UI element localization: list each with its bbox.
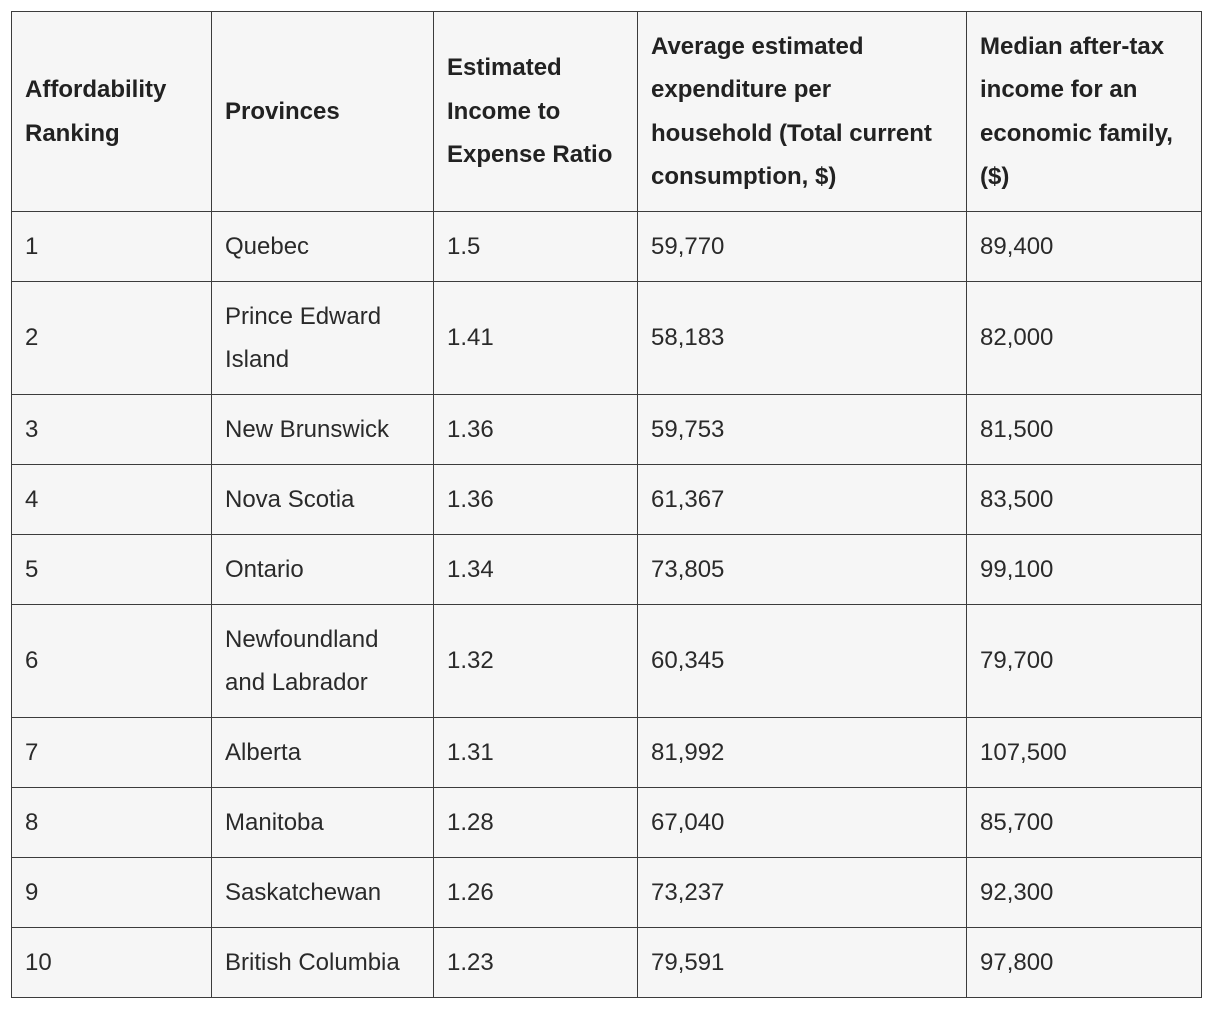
cell-expenditure: 61,367 (637, 464, 967, 535)
cell-province: Ontario (211, 534, 434, 605)
cell-ratio: 1.26 (433, 857, 638, 928)
cell-ratio: 1.23 (433, 927, 638, 998)
cell-province: Saskatchewan (211, 857, 434, 928)
cell-province: New Brunswick (211, 394, 434, 465)
cell-ranking: 7 (11, 717, 212, 788)
cell-expenditure: 81,992 (637, 717, 967, 788)
table-row: 8 Manitoba 1.28 67,040 85,700 (11, 787, 1202, 858)
cell-income: 97,800 (966, 927, 1202, 998)
affordability-table-container: Affordability Ranking Provinces Estimate… (11, 11, 1202, 998)
cell-income: 89,400 (966, 211, 1202, 282)
cell-ratio: 1.34 (433, 534, 638, 605)
cell-ratio: 1.31 (433, 717, 638, 788)
cell-expenditure: 73,237 (637, 857, 967, 928)
cell-ratio: 1.32 (433, 604, 638, 718)
header-affordability-ranking: Affordability Ranking (11, 11, 212, 212)
cell-ranking: 1 (11, 211, 212, 282)
cell-province: Newfoundland and Labrador (211, 604, 434, 718)
cell-ranking: 9 (11, 857, 212, 928)
table-row: 5 Ontario 1.34 73,805 99,100 (11, 534, 1202, 605)
cell-ratio: 1.41 (433, 281, 638, 395)
cell-ranking: 3 (11, 394, 212, 465)
cell-expenditure: 59,770 (637, 211, 967, 282)
header-row: Affordability Ranking Provinces Estimate… (11, 11, 1202, 212)
table-row: 10 British Columbia 1.23 79,591 97,800 (11, 927, 1202, 998)
cell-ratio: 1.5 (433, 211, 638, 282)
cell-income: 82,000 (966, 281, 1202, 395)
header-income-expense-ratio: Estimated Income to Expense Ratio (433, 11, 638, 212)
cell-ranking: 4 (11, 464, 212, 535)
cell-ratio: 1.28 (433, 787, 638, 858)
table-row: 4 Nova Scotia 1.36 61,367 83,500 (11, 464, 1202, 535)
cell-expenditure: 79,591 (637, 927, 967, 998)
header-provinces: Provinces (211, 11, 434, 212)
cell-income: 79,700 (966, 604, 1202, 718)
cell-expenditure: 67,040 (637, 787, 967, 858)
cell-expenditure: 60,345 (637, 604, 967, 718)
table-row: 7 Alberta 1.31 81,992 107,500 (11, 717, 1202, 788)
table-header: Affordability Ranking Provinces Estimate… (11, 11, 1202, 212)
cell-ranking: 8 (11, 787, 212, 858)
cell-income: 99,100 (966, 534, 1202, 605)
cell-ranking: 2 (11, 281, 212, 395)
affordability-table: Affordability Ranking Provinces Estimate… (11, 11, 1202, 998)
cell-expenditure: 58,183 (637, 281, 967, 395)
table-row: 1 Quebec 1.5 59,770 89,400 (11, 211, 1202, 282)
table-row: 6 Newfoundland and Labrador 1.32 60,345 … (11, 604, 1202, 718)
cell-province: Nova Scotia (211, 464, 434, 535)
cell-income: 107,500 (966, 717, 1202, 788)
cell-income: 81,500 (966, 394, 1202, 465)
table-row: 2 Prince Edward Island 1.41 58,183 82,00… (11, 281, 1202, 395)
header-average-expenditure: Average estimated expenditure per househ… (637, 11, 967, 212)
cell-ratio: 1.36 (433, 464, 638, 535)
cell-income: 92,300 (966, 857, 1202, 928)
table-body: 1 Quebec 1.5 59,770 89,400 2 Prince Edwa… (11, 211, 1202, 998)
cell-expenditure: 59,753 (637, 394, 967, 465)
cell-ranking: 5 (11, 534, 212, 605)
cell-expenditure: 73,805 (637, 534, 967, 605)
table-row: 9 Saskatchewan 1.26 73,237 92,300 (11, 857, 1202, 928)
cell-income: 83,500 (966, 464, 1202, 535)
cell-province: British Columbia (211, 927, 434, 998)
cell-province: Manitoba (211, 787, 434, 858)
cell-ranking: 10 (11, 927, 212, 998)
cell-ratio: 1.36 (433, 394, 638, 465)
cell-income: 85,700 (966, 787, 1202, 858)
cell-ranking: 6 (11, 604, 212, 718)
cell-province: Prince Edward Island (211, 281, 434, 395)
cell-province: Alberta (211, 717, 434, 788)
header-median-income: Median after-tax income for an economic … (966, 11, 1202, 212)
table-row: 3 New Brunswick 1.36 59,753 81,500 (11, 394, 1202, 465)
cell-province: Quebec (211, 211, 434, 282)
